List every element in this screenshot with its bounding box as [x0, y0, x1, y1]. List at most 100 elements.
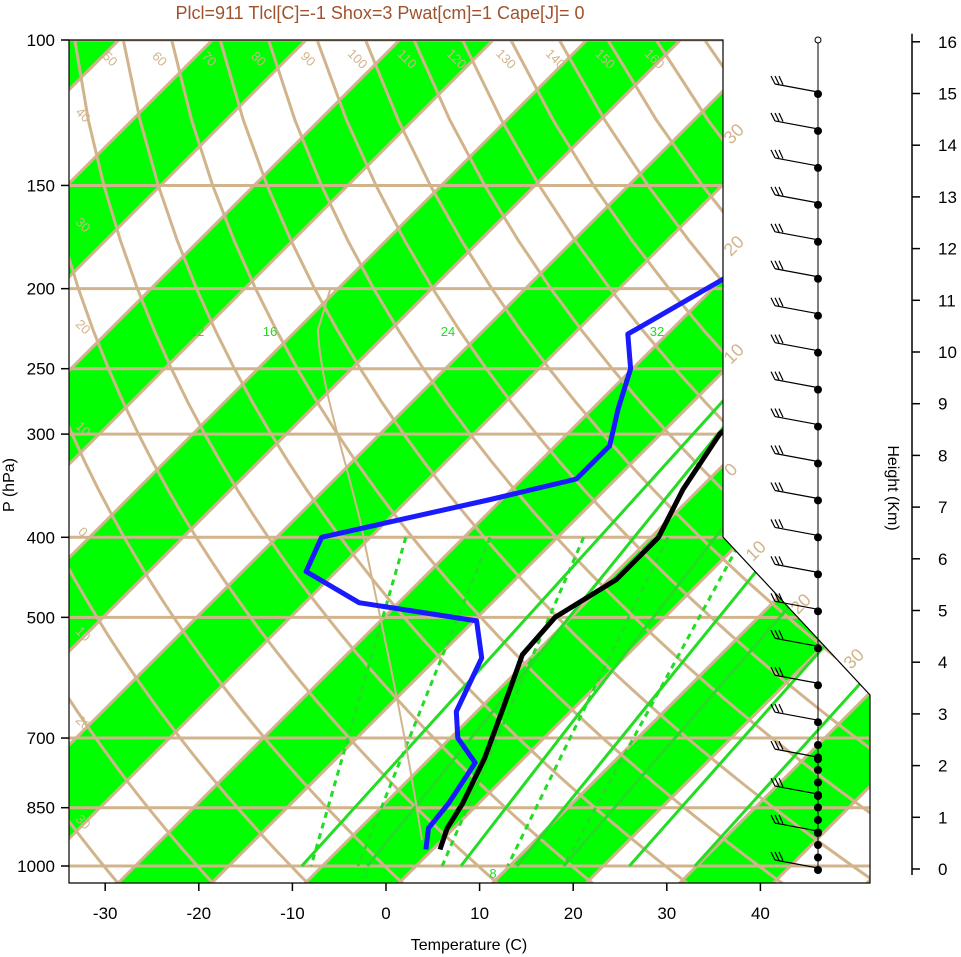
temperature-axis: -30 -20 -10 0 10 20 30 40 [93, 883, 770, 923]
wind-barb-flag [774, 408, 780, 418]
dry-adiabat-line [121, 40, 689, 883]
isotherm-line [69, 40, 254, 883]
height-tick-label: 14 [938, 136, 957, 155]
temperature-tick-label: -10 [280, 904, 305, 923]
wind-barb-flag [774, 703, 780, 713]
wind-barb-flag [774, 556, 780, 565]
pressure-tick-label: 250 [27, 360, 55, 379]
wind-barb-staff [774, 342, 819, 352]
height-tick-label: 10 [938, 343, 957, 362]
wind-barb-column [770, 36, 822, 874]
mixing-ratio-line [562, 367, 870, 867]
wind-barb-staff [774, 637, 819, 647]
wind-barb-flag [774, 666, 780, 676]
wind-barb-flag [778, 297, 784, 307]
wind-barb-staff [774, 120, 819, 130]
wind-level-marker [814, 36, 822, 44]
wind-barb-flag [774, 814, 780, 824]
dry-adiabat-line [267, 40, 870, 883]
wind-barb-flag [774, 297, 780, 307]
temperature-line [437, 52, 870, 851]
wind-barb-flag [778, 666, 784, 677]
wind-barb-flag [774, 260, 780, 270]
mixing-ratio-label: 12 [190, 324, 204, 339]
isotherm-line [69, 40, 441, 883]
dry-adiabat-line [315, 40, 870, 883]
wind-barb-flag [770, 260, 776, 270]
y-axis-label: P (hPa) [1, 458, 18, 512]
temperature-tick-label: 10 [470, 904, 489, 923]
wind-barb-staff [774, 674, 819, 684]
pressure-tick-label: 200 [27, 280, 55, 299]
isotherm-bands [69, 40, 870, 883]
isotherm-line [478, 40, 870, 883]
height-tick-label: 8 [938, 446, 947, 465]
mixing-ratio-line [300, 367, 754, 868]
wind-barb-flag [770, 186, 776, 196]
wind-barb-staff [774, 305, 819, 315]
mixing-ratio-label: 16 [263, 324, 277, 339]
pressure-tick-label: 100 [27, 31, 55, 50]
wind-barb-flag [770, 334, 776, 343]
isotherm-right-label: 10 [742, 537, 770, 565]
wind-barb-flag [774, 371, 780, 381]
wind-barb-flag [774, 740, 780, 750]
wind-barb-staff [774, 268, 819, 278]
wind-barb-flag [770, 740, 776, 750]
wind-barb-flag [770, 223, 776, 233]
wind-barb-flag [774, 75, 780, 85]
wind-barb-flag [778, 445, 784, 455]
pressure-tick-label: 500 [27, 608, 55, 627]
wind-level-dot [814, 803, 822, 812]
chart-title: Plcl=911 Tlcl[C]=-1 Shox=3 Pwat[cm]=1 Ca… [175, 3, 584, 23]
temperature-tick-label: 0 [381, 904, 390, 923]
wind-barb-staff [774, 231, 819, 241]
wind-barb-staff [774, 194, 819, 204]
height-axis-label: Height (Km) [884, 445, 901, 530]
wind-barb-flag [770, 112, 776, 122]
wind-barb-flag [770, 519, 776, 528]
wind-barb-flag [770, 408, 776, 417]
pressure-tick-label: 150 [27, 176, 55, 195]
isotherm-line [197, 40, 870, 883]
wind-barb-flag [778, 593, 784, 603]
wind-barb-staff [774, 157, 819, 167]
wind-level-dot [814, 766, 822, 774]
height-tick-label: 4 [938, 653, 947, 672]
height-tick-label: 2 [938, 757, 947, 776]
isotherm-label: 100 [345, 46, 371, 72]
isotherm-label: 60 [149, 48, 170, 69]
temperature-tick-label: 20 [564, 904, 583, 923]
wind-barb-staff [774, 526, 819, 537]
dry-adiabat-line [461, 40, 870, 883]
wind-barb-flag [770, 556, 776, 565]
isotherm-right-label: 20 [720, 232, 748, 260]
wind-barb-flag [770, 703, 776, 713]
dry-adiabat-line [69, 40, 310, 883]
wind-barb-staff [774, 379, 819, 389]
wind-barb-flag [778, 223, 784, 233]
mixing-ratio-dashed-line [562, 536, 745, 867]
height-tick-label: 16 [938, 33, 957, 52]
temperature-tick-label: 40 [751, 904, 770, 923]
wind-barb-flag [770, 371, 776, 380]
height-tick-label: 11 [938, 291, 956, 310]
dry-adiabat-line [69, 40, 120, 883]
isotherm-right-label: 10 [720, 340, 748, 368]
dry-adiabat-line [69, 40, 215, 883]
wind-barb-flag [770, 777, 776, 787]
wind-barb-flag [774, 186, 780, 196]
isotherm-band [69, 40, 534, 883]
height-tick-label: 9 [938, 395, 947, 414]
pressure-tick-label: 300 [27, 425, 55, 444]
wind-barb-flag [778, 556, 784, 566]
isotherm-line [572, 40, 870, 883]
wind-barb-flag [770, 851, 776, 861]
wind-barb-flag [778, 371, 784, 381]
wind-barb-flag [778, 408, 784, 418]
mixing-ratio-dashed-line [506, 536, 670, 867]
wind-level-dot [814, 853, 822, 862]
isotherm-band [479, 40, 870, 883]
